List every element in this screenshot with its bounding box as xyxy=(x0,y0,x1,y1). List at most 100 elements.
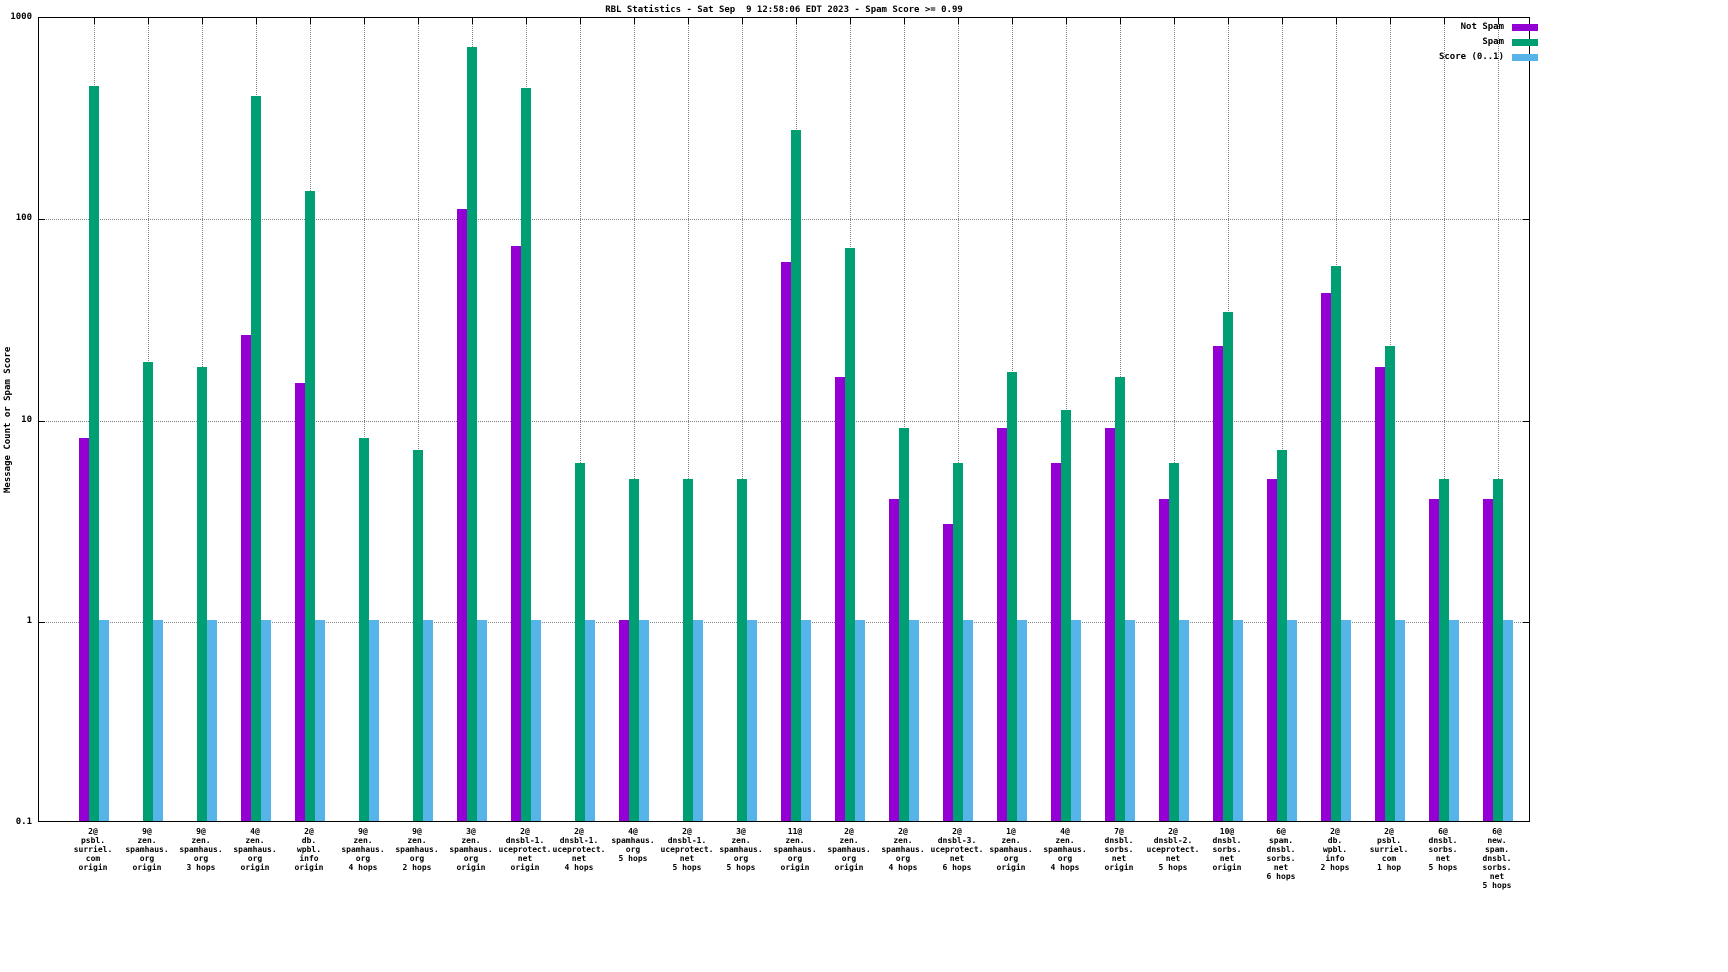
x-tick-mark xyxy=(634,18,635,24)
legend-label: Not Spam xyxy=(1460,22,1504,32)
bar-not-spam xyxy=(457,209,467,821)
x-tick-label: 2@ dnsbl-1. uceprotect. net 5 hops xyxy=(660,827,714,872)
bar-score xyxy=(1125,620,1135,821)
bar-spam xyxy=(1115,377,1125,821)
bar-spam xyxy=(1007,372,1017,821)
y-tick-label: 1000 xyxy=(10,12,32,22)
bar-spam xyxy=(1331,266,1341,821)
bar-spam xyxy=(899,428,909,821)
bar-score xyxy=(531,620,541,821)
gridline-vertical xyxy=(742,18,743,821)
bar-spam xyxy=(575,463,585,821)
bar-score xyxy=(369,620,379,821)
bar-not-spam xyxy=(619,620,629,821)
bar-spam xyxy=(521,88,531,821)
bar-not-spam xyxy=(889,499,899,821)
bar-spam xyxy=(1169,463,1179,821)
y-tick-label: 1 xyxy=(26,616,32,626)
bar-score xyxy=(639,620,649,821)
bar-score xyxy=(261,620,271,821)
y-tick-mark xyxy=(1523,421,1529,422)
x-tick-label: 4@ spamhaus. org 5 hops xyxy=(611,827,655,863)
bar-score xyxy=(1233,620,1243,821)
x-tick-label: 11@ zen. spamhaus. org origin xyxy=(773,827,817,872)
x-tick-mark xyxy=(904,18,905,24)
x-tick-mark xyxy=(472,18,473,24)
legend-item: Spam xyxy=(1482,37,1538,47)
gridline-vertical xyxy=(418,18,419,821)
bar-not-spam xyxy=(835,377,845,821)
bar-spam xyxy=(737,479,747,821)
gridline-vertical xyxy=(580,18,581,821)
bar-not-spam xyxy=(781,262,791,821)
bar-not-spam xyxy=(997,428,1007,821)
x-tick-mark xyxy=(1174,18,1175,24)
x-tick-mark xyxy=(850,18,851,24)
x-tick-mark xyxy=(1012,18,1013,24)
x-tick-mark xyxy=(1390,18,1391,24)
x-tick-mark xyxy=(580,18,581,24)
gridline-vertical xyxy=(688,18,689,821)
x-tick-label: 2@ db. wpbl. info origin xyxy=(294,827,324,872)
bar-not-spam xyxy=(241,335,251,821)
y-tick-mark xyxy=(1523,622,1529,623)
y-tick-mark xyxy=(39,421,45,422)
x-tick-mark xyxy=(958,18,959,24)
bar-spam xyxy=(251,96,261,821)
bar-score xyxy=(1179,620,1189,821)
bar-not-spam xyxy=(1213,346,1223,821)
bar-score xyxy=(1449,620,1459,821)
x-tick-mark xyxy=(418,18,419,24)
legend-item: Score (0..1) xyxy=(1439,52,1538,62)
x-tick-label: 2@ db. wpbl. info 2 hops xyxy=(1320,827,1350,872)
x-tick-label: 2@ zen. spamhaus. org 4 hops xyxy=(881,827,925,872)
bar-spam xyxy=(1061,410,1071,821)
bar-score xyxy=(909,620,919,821)
gridline-vertical xyxy=(1174,18,1175,821)
x-tick-label: 4@ zen. spamhaus. org origin xyxy=(233,827,277,872)
bar-spam xyxy=(467,47,477,821)
legend-label: Score (0..1) xyxy=(1438,52,1504,62)
bar-score xyxy=(801,620,811,821)
gridline-vertical xyxy=(1282,18,1283,821)
x-tick-label: 3@ zen. spamhaus. org origin xyxy=(449,827,493,872)
x-tick-mark xyxy=(364,18,365,24)
y-tick-label: 0.1 xyxy=(15,817,32,827)
x-tick-mark xyxy=(1120,18,1121,24)
x-tick-mark xyxy=(526,18,527,24)
bar-not-spam xyxy=(79,438,89,821)
x-tick-mark xyxy=(202,18,203,24)
x-tick-label: 2@ psbl. surriel. com origin xyxy=(73,827,113,872)
x-tick-label: 9@ zen. spamhaus. org origin xyxy=(125,827,169,872)
legend-swatch-score xyxy=(1512,53,1538,61)
bar-spam xyxy=(359,438,369,821)
bar-spam xyxy=(791,130,801,821)
x-tick-mark xyxy=(256,18,257,24)
bar-score xyxy=(747,620,757,821)
bar-spam xyxy=(845,248,855,821)
x-tick-mark xyxy=(310,18,311,24)
bar-score xyxy=(315,620,325,821)
bar-not-spam xyxy=(295,383,305,821)
bar-spam xyxy=(1493,479,1503,821)
bar-not-spam xyxy=(1483,499,1493,821)
bar-score xyxy=(1287,620,1297,821)
legend-swatch-not-spam xyxy=(1512,23,1538,31)
y-tick-mark xyxy=(39,622,45,623)
x-tick-mark xyxy=(1336,18,1337,24)
x-tick-label: 3@ zen. spamhaus. org 5 hops xyxy=(719,827,763,872)
legend: Not Spam Spam Score (0..1) xyxy=(1439,22,1538,62)
x-tick-mark xyxy=(1444,18,1445,24)
legend-swatch-spam xyxy=(1512,38,1538,46)
bar-spam xyxy=(1277,450,1287,821)
x-tick-label: 9@ zen. spamhaus. org 3 hops xyxy=(179,827,223,872)
plot-area xyxy=(38,17,1530,822)
gridline-vertical xyxy=(904,18,905,821)
y-tick-mark xyxy=(1523,219,1529,220)
gridline-vertical xyxy=(634,18,635,821)
x-tick-label: 10@ dnsbl. sorbs. net origin xyxy=(1212,827,1242,872)
bar-spam xyxy=(89,86,99,821)
bar-not-spam xyxy=(511,246,521,821)
x-tick-label: 1@ zen. spamhaus. org origin xyxy=(989,827,1033,872)
bar-score xyxy=(423,620,433,821)
